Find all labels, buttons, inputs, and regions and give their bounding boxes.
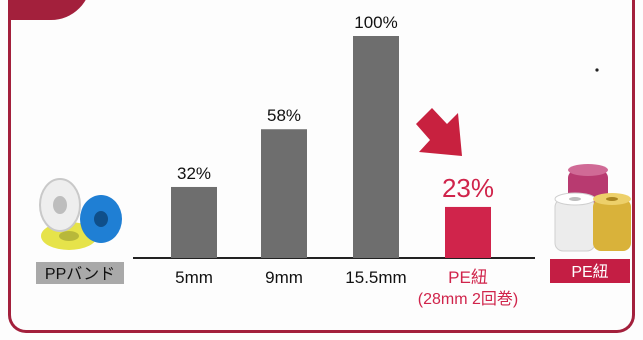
bar-2 bbox=[261, 129, 307, 258]
category-label-2: 9mm bbox=[265, 268, 303, 287]
category-note-4: (28mm 2回巻) bbox=[418, 290, 518, 308]
down-right-arrow-icon bbox=[416, 108, 462, 156]
category-labels-group: 5mm 9mm 15.5mm PE紐 (28mm 2回巻) bbox=[175, 268, 518, 308]
category-label-3: 15.5mm bbox=[345, 268, 406, 287]
value-labels-group: 32% 58% 100% 23% bbox=[177, 13, 494, 203]
bar-1 bbox=[171, 186, 217, 258]
category-label-4: PE紐 bbox=[448, 268, 488, 287]
bar-3 bbox=[353, 36, 399, 258]
pp-band-label: PPバンド bbox=[45, 266, 115, 283]
value-label-4: 23% bbox=[442, 173, 494, 203]
pe-twine-label-box bbox=[550, 259, 630, 283]
category-label-1: 5mm bbox=[175, 268, 213, 287]
pp-band-rolls-icon bbox=[39, 178, 122, 250]
value-label-1: 32% bbox=[177, 164, 211, 183]
bars-group bbox=[171, 36, 491, 258]
pe-twine-label: PE紐 bbox=[571, 263, 608, 281]
pe-twine-rolls-icon bbox=[554, 164, 631, 252]
stray-dot bbox=[595, 68, 599, 72]
pp-band-label-box bbox=[36, 262, 124, 284]
value-label-3: 100% bbox=[354, 13, 397, 32]
bar-4 bbox=[445, 206, 491, 258]
figure-frame bbox=[8, 0, 635, 333]
value-label-2: 58% bbox=[267, 106, 301, 125]
